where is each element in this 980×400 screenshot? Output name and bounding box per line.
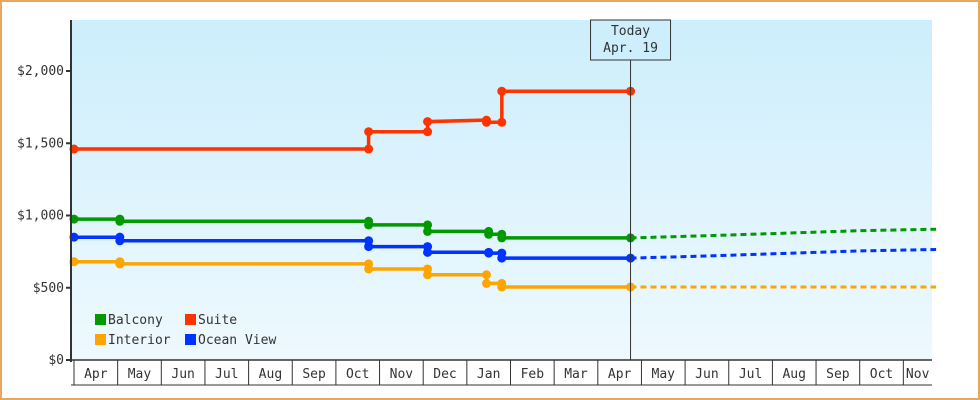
x-tick-label: Apr	[608, 367, 632, 382]
x-tick-label: Jul	[739, 367, 762, 382]
legend-item-balcony[interactable]: Balcony	[95, 313, 163, 328]
legend-swatch	[185, 314, 196, 325]
x-tick-label: Aug	[782, 367, 805, 382]
data-point[interactable]	[481, 270, 491, 280]
data-point[interactable]	[364, 242, 374, 252]
x-tick-label: Jun	[695, 367, 718, 382]
y-tick-label: $1,500	[17, 136, 64, 151]
data-point[interactable]	[364, 220, 374, 230]
series-ocean-view	[69, 232, 937, 263]
legend-swatch	[185, 334, 196, 345]
x-tick-label: Sep	[302, 367, 326, 382]
data-point[interactable]	[423, 117, 433, 127]
data-point[interactable]	[497, 282, 507, 292]
series-suite	[69, 86, 636, 154]
legend-label: Balcony	[108, 313, 163, 328]
data-point[interactable]	[497, 253, 507, 263]
x-tick-label: Nov	[906, 367, 930, 382]
data-point[interactable]	[364, 264, 374, 274]
legend-label: Suite	[198, 313, 237, 328]
today-label: Today	[611, 24, 650, 39]
data-point[interactable]	[115, 236, 125, 246]
y-tick-label: $2,000	[17, 64, 64, 79]
x-tick-label: Dec	[433, 367, 456, 382]
x-tick-label: Jan	[477, 367, 500, 382]
y-axis: $0 $500 $1,000 $1,500 $2,000	[17, 20, 72, 368]
today-date: Apr. 19	[603, 41, 658, 56]
legend-item-interior[interactable]: Interior	[95, 333, 171, 348]
today-marker: Today Apr. 19	[590, 19, 672, 360]
data-point[interactable]	[481, 278, 491, 288]
x-tick-label: Aug	[259, 367, 282, 382]
data-point[interactable]	[115, 259, 125, 269]
data-point[interactable]	[423, 220, 433, 230]
data-point[interactable]	[497, 233, 507, 243]
y-tick-label: $0	[48, 353, 64, 368]
x-tick-label: Sep	[826, 367, 850, 382]
x-tick-label: Nov	[390, 367, 414, 382]
x-tick-label: Feb	[521, 367, 545, 382]
x-tick-label: May	[652, 367, 676, 382]
x-tick-label: May	[128, 367, 152, 382]
data-point[interactable]	[364, 127, 374, 137]
data-point[interactable]	[423, 226, 433, 236]
data-point[interactable]	[115, 216, 125, 226]
x-axis: Apr May Jun Jul Aug Sep Oct Nov Dec Jan Feb Mar Apr M…	[71, 359, 932, 386]
x-tick-label: Mar	[564, 367, 588, 382]
data-point[interactable]	[423, 247, 433, 257]
data-point[interactable]	[423, 127, 433, 137]
plot-area	[71, 20, 932, 360]
legend: Balcony Suite Interior Ocean View	[95, 313, 276, 348]
data-point[interactable]	[484, 229, 494, 239]
legend-swatch	[95, 314, 106, 325]
y-tick-label: $500	[33, 281, 64, 296]
data-point[interactable]	[423, 270, 433, 280]
legend-label: Interior	[108, 333, 171, 348]
legend-label: Ocean View	[198, 333, 276, 348]
legend-item-ocean-view[interactable]: Ocean View	[185, 333, 276, 348]
legend-item-suite[interactable]: Suite	[185, 313, 237, 328]
data-point[interactable]	[497, 86, 507, 96]
y-tick-label: $1,000	[17, 209, 64, 224]
data-point[interactable]	[497, 117, 507, 127]
x-tick-label: Oct	[870, 367, 893, 382]
series-balcony	[69, 214, 937, 243]
legend-swatch	[95, 334, 106, 345]
x-tick-label: Apr	[84, 367, 108, 382]
data-point[interactable]	[364, 144, 374, 154]
data-point[interactable]	[484, 248, 494, 258]
x-tick-label: Oct	[346, 367, 369, 382]
data-point[interactable]	[481, 117, 491, 127]
series-layer	[69, 86, 937, 292]
x-tick-label: Jun	[171, 367, 194, 382]
forecast-line	[630, 248, 937, 260]
forecast-line	[630, 227, 937, 240]
x-tick-label: Jul	[215, 367, 238, 382]
